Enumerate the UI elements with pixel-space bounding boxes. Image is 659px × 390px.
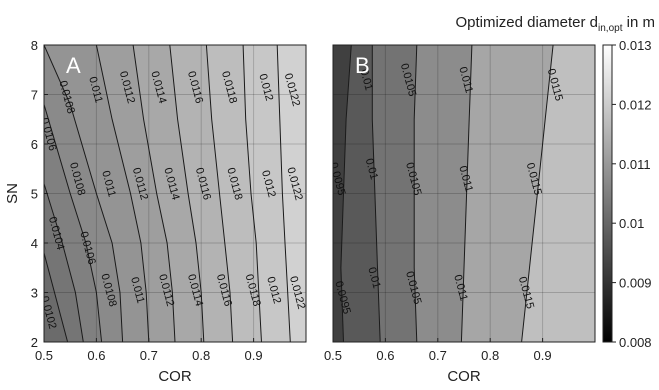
y-tick-label: 7 — [31, 88, 38, 103]
y-tick-label: 6 — [31, 137, 38, 152]
plot-frame — [332, 44, 596, 343]
x-tick-label: 0.5 — [35, 348, 53, 363]
y-axis-label: SN — [4, 183, 21, 204]
x-tick-label: 0.8 — [192, 348, 210, 363]
colorbar-tick-label: 0.009 — [619, 276, 652, 291]
colorbar: 0.013 0.012 0.011 0.01 0.009 0.008 Optimized d… — [455, 14, 655, 350]
colorbar-title-subscript: in,opt — [598, 23, 623, 34]
contour-line — [276, 45, 291, 342]
panel-a-plot: 0.0108 0.011 0.0112 0.0114 0.0116 0.0118 0.012… — [4, 38, 307, 385]
contour-label: 0.01 — [365, 266, 382, 290]
colorbar-gradient — [602, 44, 613, 343]
contour-line — [521, 45, 554, 342]
contour-label: 0.01 — [363, 157, 380, 181]
y-tick-label: 5 — [31, 187, 38, 202]
x-tick-label: 0.6 — [376, 348, 394, 363]
y-tick-label: 2 — [31, 335, 38, 350]
colorbar-tick-label: 0.012 — [619, 97, 652, 112]
y-tick-label: 8 — [31, 38, 38, 53]
x-tick-label: 0.5 — [324, 348, 342, 363]
y-tick-label: 4 — [31, 236, 38, 251]
contour-line — [44, 183, 84, 342]
contour-line — [413, 45, 418, 342]
y-tick-label: 3 — [31, 286, 38, 301]
contour-line — [205, 45, 234, 342]
panel-label: A — [66, 53, 81, 78]
contour-label-text: 0.01 — [358, 68, 375, 92]
colorbar-tick-label: 0.008 — [619, 335, 652, 350]
contour-line — [44, 45, 124, 342]
colorbar-tick-label: 0.013 — [619, 38, 652, 53]
contour-line — [95, 45, 150, 342]
x-tick-label: 0.6 — [87, 348, 105, 363]
colorbar-tick-label: 0.011 — [619, 157, 651, 172]
contour-line — [169, 45, 205, 342]
colorbar-title-unit: in m — [622, 14, 655, 31]
colorbar-tick-label: 0.01 — [619, 216, 644, 231]
region-fill — [333, 45, 352, 342]
x-tick-label: 0.8 — [481, 348, 499, 363]
contour-line — [44, 104, 103, 342]
x-tick-label: 0.9 — [245, 348, 263, 363]
contour-line — [242, 45, 262, 342]
contour-line — [44, 252, 69, 342]
contour-label: 0.01 — [358, 68, 375, 92]
plot-area: 0.0108 0.011 0.0112 0.0114 0.0116 0.0118 0.012… — [44, 45, 306, 342]
x-axis-label: COR — [447, 368, 481, 385]
contour-line — [460, 45, 473, 342]
x-tick-label: 0.9 — [534, 348, 552, 363]
panel-label: B — [355, 53, 370, 78]
contour-line — [132, 45, 176, 342]
contour-label-text: 0.01 — [363, 157, 380, 181]
contour-line — [340, 45, 352, 342]
x-tick-label: 0.7 — [429, 348, 447, 363]
x-tick-label: 0.7 — [140, 348, 158, 363]
colorbar-title-main: Optimized diameter d — [455, 14, 598, 31]
colorbar-title: Optimized diameter din,opt in m — [455, 14, 655, 34]
contour-line — [371, 45, 381, 342]
contour-label-text: 0.01 — [365, 266, 382, 290]
x-axis-label: COR — [158, 368, 192, 385]
